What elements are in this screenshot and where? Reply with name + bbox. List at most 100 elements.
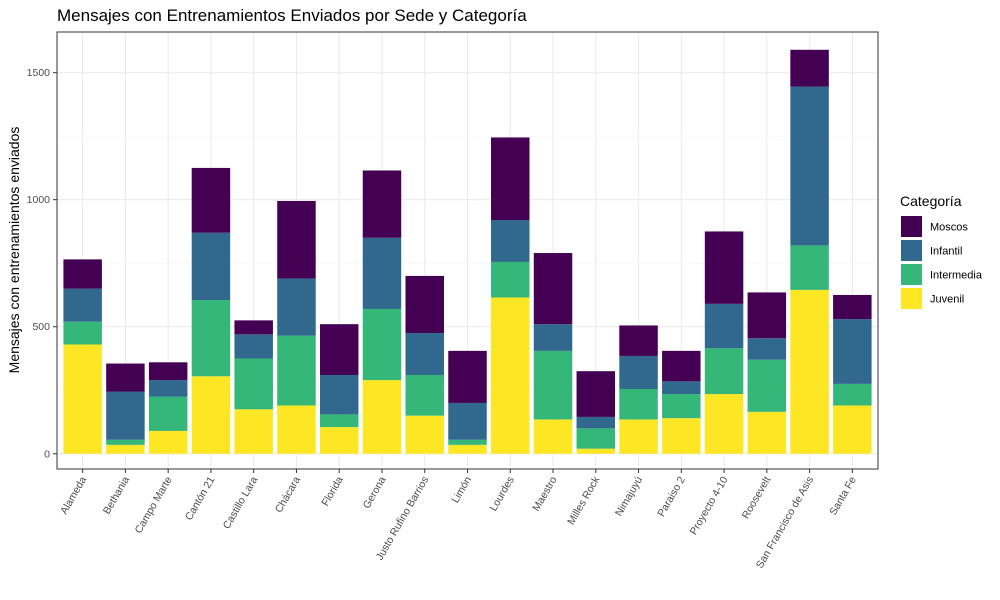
bar-segment-moscos xyxy=(662,350,701,382)
bar-segment-infantil xyxy=(106,391,145,440)
x-tick-label: Alameda xyxy=(58,474,89,516)
legend-title: Categoría xyxy=(900,193,962,209)
bar-segment-infantil xyxy=(704,303,744,349)
bar-segment-moscos xyxy=(63,259,102,289)
y-tick-label: 1500 xyxy=(27,67,51,79)
x-tick-label: Chácara xyxy=(273,474,303,515)
bar-segment-intermedia xyxy=(63,321,102,345)
bar-segment-moscos xyxy=(277,200,316,279)
bar-segment-intermedia xyxy=(319,414,359,428)
bar-segment-infantil xyxy=(63,288,102,322)
bar-segment-moscos xyxy=(491,137,530,221)
bar-segment-moscos xyxy=(148,362,188,381)
bar-segment-infantil xyxy=(662,381,701,395)
y-axis: 0 500 1000 1500 xyxy=(27,67,57,460)
bar-segment-juvenil xyxy=(662,418,701,454)
bar-segment-moscos xyxy=(704,231,744,304)
bar-segment-moscos xyxy=(319,324,359,375)
bar-segment-infantil xyxy=(833,319,872,384)
bar-segment-juvenil xyxy=(234,409,273,454)
bar-segment-infantil xyxy=(619,355,658,389)
x-tick-label: Maestro xyxy=(530,474,559,513)
y-tick-label: 1000 xyxy=(27,194,51,206)
bar-segment-intermedia xyxy=(576,428,616,449)
bar-segment-infantil xyxy=(234,334,273,359)
bar-segment-infantil xyxy=(747,338,787,360)
bar-segment-juvenil xyxy=(148,430,188,454)
x-tick-label: Roosevelt xyxy=(740,474,774,521)
bar-segment-moscos xyxy=(448,350,487,403)
bar-segment-infantil xyxy=(277,278,316,336)
bar-segment-intermedia xyxy=(405,374,444,416)
bar-segment-moscos xyxy=(833,294,872,320)
x-axis: Alameda Bethania Campo Marte Cantón 21 Casti… xyxy=(58,469,859,570)
bar-segment-moscos xyxy=(747,292,787,339)
bar-segment-moscos xyxy=(576,371,616,417)
x-tick-label: Paraiso 2 xyxy=(655,474,688,519)
bar-segment-infantil xyxy=(362,237,402,309)
bar-segment-juvenil xyxy=(191,376,231,454)
bar-segment-infantil xyxy=(405,333,444,375)
bar-segment-intermedia xyxy=(747,359,787,412)
bar-segment-juvenil xyxy=(833,405,872,454)
bar-segment-juvenil xyxy=(790,289,829,454)
bars xyxy=(63,49,872,454)
bar-segment-juvenil xyxy=(747,411,787,454)
x-tick-label: Milles Rock xyxy=(565,474,603,527)
bar-segment-moscos xyxy=(405,275,444,334)
legend-swatch-infantil xyxy=(901,240,922,261)
legend-swatch-juvenil xyxy=(901,288,922,309)
legend-swatch-intermedia xyxy=(901,264,922,285)
bar-segment-juvenil xyxy=(619,419,658,454)
bar-segment-moscos xyxy=(619,325,658,356)
bar-segment-juvenil xyxy=(576,448,616,454)
bar-segment-infantil xyxy=(319,374,359,415)
legend: Categoría Moscos Infantil Intermedia Juveni… xyxy=(900,193,983,309)
bar-segment-moscos xyxy=(533,253,573,325)
legend-label-juvenil: Juvenil xyxy=(930,294,964,306)
bar-segment-infantil xyxy=(448,402,487,440)
bar-segment-infantil xyxy=(191,232,231,301)
bar-segment-intermedia xyxy=(619,388,658,420)
legend-label-intermedia: Intermedia xyxy=(930,270,983,282)
bar-segment-infantil xyxy=(790,86,829,246)
legend-label-moscos: Moscos xyxy=(930,222,968,234)
bar-segment-moscos xyxy=(191,167,231,233)
y-tick-label: 0 xyxy=(44,448,50,460)
x-tick-label: Nimajuyú xyxy=(613,474,645,518)
bar-segment-intermedia xyxy=(148,396,188,431)
legend-swatch-moscos xyxy=(901,216,922,237)
bar-segment-juvenil xyxy=(63,344,102,454)
bar-segment-infantil xyxy=(491,220,530,262)
bar-segment-juvenil xyxy=(704,394,744,454)
bar-segment-infantil xyxy=(148,380,188,397)
bar-segment-juvenil xyxy=(106,444,145,454)
bar-segment-intermedia xyxy=(362,308,402,381)
x-tick-label: Proyecto 4-10 xyxy=(688,474,731,537)
x-tick-label: Florida xyxy=(319,474,346,508)
x-tick-label: Cantón 21 xyxy=(183,474,218,522)
bar-segment-moscos xyxy=(234,320,273,335)
chart-title: Mensajes con Entrenamientos Enviados por… xyxy=(57,6,527,25)
bar-segment-intermedia xyxy=(833,383,872,406)
bar-segment-moscos xyxy=(106,363,145,392)
x-tick-label: Campo Marte xyxy=(133,474,175,535)
x-tick-label: Gerona xyxy=(361,474,389,510)
legend-label-infantil: Infantil xyxy=(930,246,962,258)
x-tick-label: Santa Fe xyxy=(827,474,859,517)
bar-segment-juvenil xyxy=(533,419,573,454)
bar-segment-intermedia xyxy=(277,335,316,406)
bar-segment-intermedia xyxy=(191,300,231,377)
bar-segment-juvenil xyxy=(405,415,444,454)
bar-segment-intermedia xyxy=(533,350,573,420)
bar-segment-intermedia xyxy=(704,348,744,395)
y-axis-title: Mensajes con entrenamientos enviados xyxy=(6,127,22,374)
bar-segment-intermedia xyxy=(106,439,145,445)
bar-segment-intermedia xyxy=(491,261,530,298)
x-tick-label: Bethania xyxy=(101,474,132,516)
bar-segment-moscos xyxy=(362,170,402,238)
bar-segment-intermedia xyxy=(790,245,829,290)
bar-segment-intermedia xyxy=(234,358,273,410)
bar-segment-juvenil xyxy=(362,380,402,454)
